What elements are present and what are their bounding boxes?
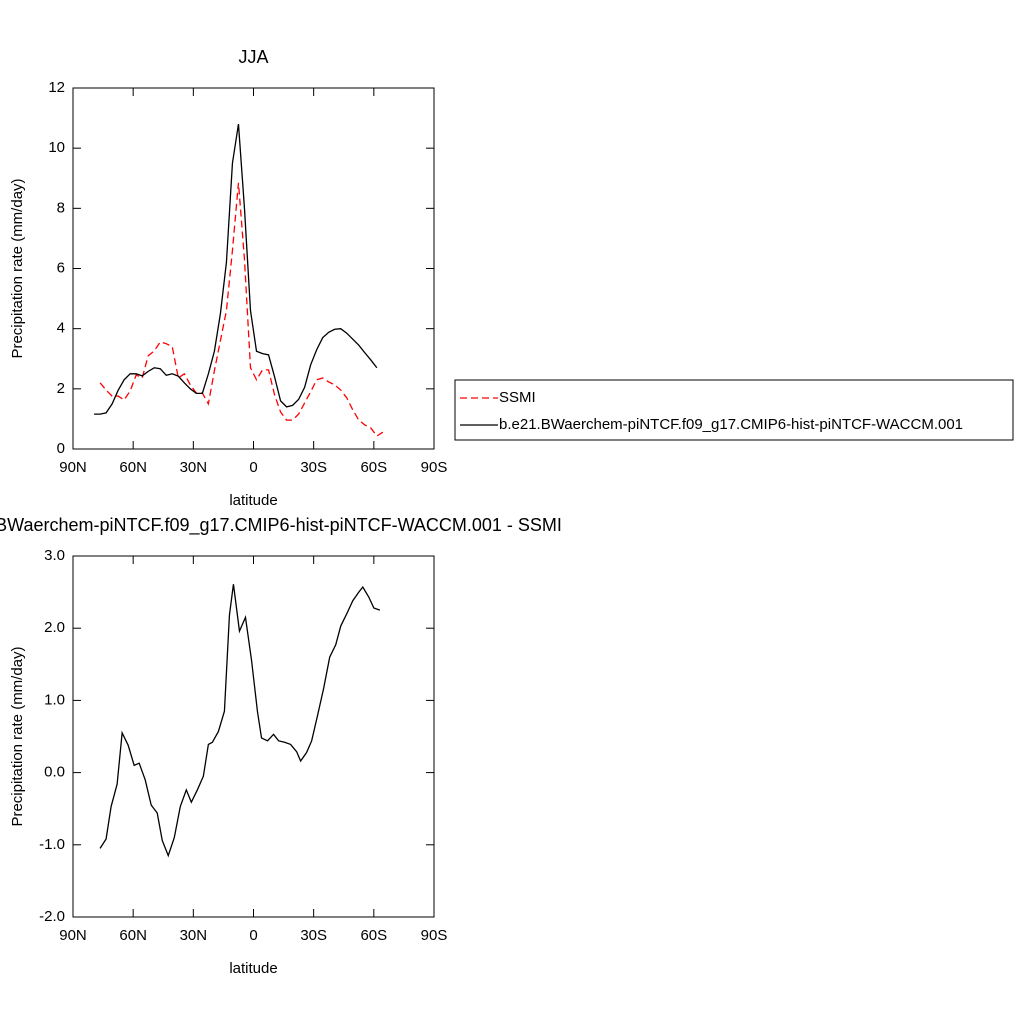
chart-title: b.e21.BWaerchem-piNTCF.f09_g17.CMIP6-his… (0, 515, 562, 536)
y-tick-label: 8 (57, 199, 65, 216)
y-tick-label: 0 (57, 440, 65, 457)
y-tick-label: 3.0 (44, 547, 65, 564)
y-tick-label: 0.0 (44, 764, 65, 781)
y-axis-label: Precipitation rate (mm/day) (9, 646, 26, 826)
x-tick-label: 0 (249, 459, 257, 476)
x-tick-label: 60N (119, 459, 147, 476)
y-tick-label: 6 (57, 259, 65, 276)
data-line (99, 182, 384, 437)
x-axis-label: latitude (229, 960, 277, 977)
y-axis-label: Precipitation rate (mm/day) (9, 178, 26, 358)
x-tick-label: 90S (421, 927, 448, 944)
y-tick-label: -1.0 (39, 836, 65, 853)
legend: SSMI b.e21.BWaerchem-piNTCF.f09_g17.CMIP6… (454, 379, 1014, 441)
y-tick-label: 4 (57, 320, 65, 337)
y-tick-label: 12 (48, 79, 65, 96)
y-tick-label: 2 (57, 380, 65, 397)
x-tick-label: 60S (360, 927, 387, 944)
legend-box (454, 379, 1014, 441)
x-tick-label: 30S (300, 459, 327, 476)
x-tick-label: 60N (119, 927, 147, 944)
legend-label: SSMI (499, 389, 536, 406)
chart-title: JJA (238, 47, 268, 67)
x-tick-label: 0 (249, 927, 257, 944)
x-axis-label: latitude (229, 492, 277, 509)
y-tick-label: 10 (48, 139, 65, 156)
legend-label: b.e21.BWaerchem-piNTCF.f09_g17.CMIP6-his… (499, 416, 963, 433)
y-tick-label: -2.0 (39, 908, 65, 925)
x-tick-label: 90S (421, 459, 448, 476)
x-tick-label: 90N (59, 459, 87, 476)
y-tick-label: 2.0 (44, 619, 65, 636)
y-tick-label: 1.0 (44, 691, 65, 708)
x-tick-label: 60S (360, 459, 387, 476)
x-tick-label: 30N (180, 927, 208, 944)
x-tick-label: 90N (59, 927, 87, 944)
x-tick-label: 30N (180, 459, 208, 476)
data-line (99, 584, 381, 858)
data-line (94, 124, 378, 415)
x-tick-label: 30S (300, 927, 327, 944)
